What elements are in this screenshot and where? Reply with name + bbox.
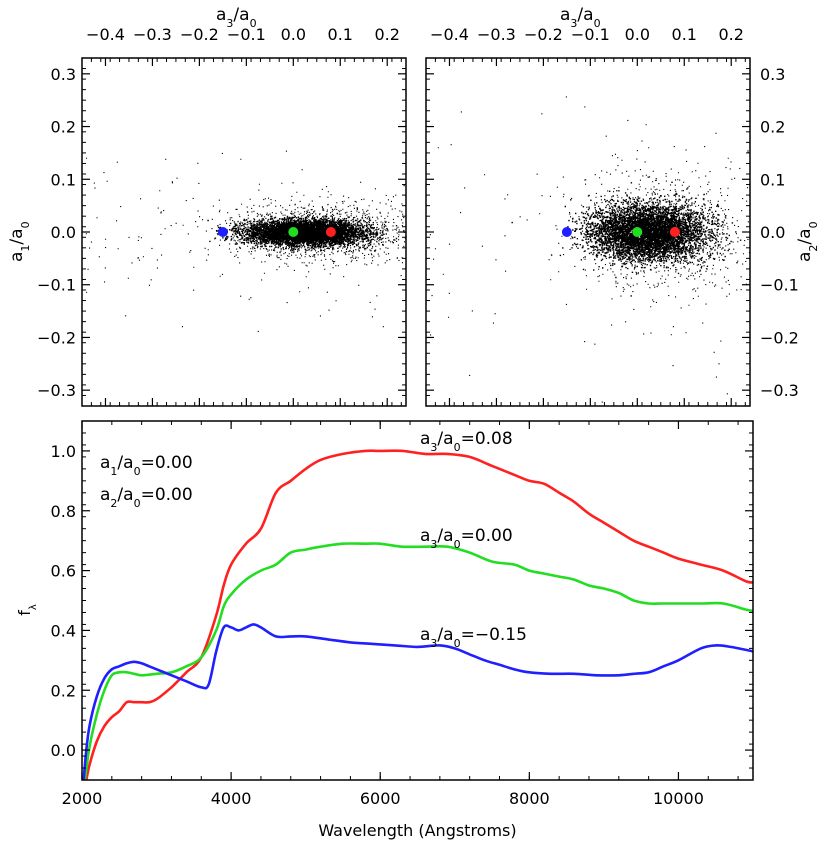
x-tick-label: −0.2: [524, 25, 563, 44]
y-tick-label: 0.1: [760, 170, 785, 189]
x-tick-label: 2000: [62, 789, 103, 808]
x-axis-label-top-right: a3/a0: [560, 5, 601, 30]
scatter-core-top-right: [511, 181, 742, 297]
highlight-point-red: [325, 227, 336, 237]
x-tick-label: −0.2: [180, 25, 219, 44]
scatter-cloud-top-left: [85, 150, 407, 332]
plot-frame-bottom: [81, 420, 754, 781]
y-tick-label: 0.1: [51, 170, 76, 189]
x-tick-label: −0.1: [571, 25, 610, 44]
y-tick-label: 0.3: [51, 65, 76, 84]
y-tick-label: −0.1: [37, 276, 76, 295]
x-tick-label: 0.0: [281, 25, 306, 44]
highlight-point-blue: [217, 227, 228, 237]
text-layer: −0.4 −0.3 −0.2 −0.1 0.0 0.1 0.2 −0.3 −0.2 −0.1 0.0…: [7, 5, 820, 840]
x-tick-label: 0.2: [374, 25, 399, 44]
y-tick-label: 1.0: [51, 442, 76, 461]
x-tick-label: 0.1: [328, 25, 353, 44]
axes-layer: [81, 57, 754, 781]
y-tick-label: 0.0: [51, 223, 76, 242]
x-axis-label: Wavelength (Angstroms): [318, 821, 516, 840]
y-tick-label: 0.2: [760, 118, 785, 137]
scatter-layer: [85, 96, 751, 403]
series-label-0: a3/a0=0.08: [420, 429, 513, 454]
x-tick-label: 0.0: [625, 25, 650, 44]
y-tick-label: 0.0: [760, 223, 785, 242]
x-tick-label: −0.1: [227, 25, 266, 44]
y-tick-label: 0.0: [51, 741, 76, 760]
fixed-param-label: a1/a0=0.00: [100, 453, 193, 478]
y-tick-label: −0.1: [760, 276, 799, 295]
y-tick-label: 0.4: [51, 621, 76, 640]
fixed-param-label: a2/a0=0.00: [100, 485, 193, 510]
y-tick-label: −0.3: [760, 381, 799, 400]
highlight-point-blue: [561, 227, 572, 237]
y-axis-label-top-right: a2/a0: [795, 221, 820, 262]
series-line-2: [82, 623, 753, 780]
x-tick-label: 4000: [211, 789, 252, 808]
series-line-0: [84, 449, 753, 780]
highlight-point-green: [288, 227, 299, 237]
x-tick-label: 0.2: [718, 25, 743, 44]
x-tick-label: −0.3: [477, 25, 516, 44]
scatter-core-top-left: [207, 207, 406, 253]
y-tick-label: −0.2: [37, 328, 76, 347]
x-tick-label: −0.4: [430, 25, 469, 44]
series-label-1: a3/a0=0.00: [420, 526, 513, 551]
x-tick-label: 8000: [509, 789, 550, 808]
y-tick-label: 0.8: [51, 502, 76, 521]
y-tick-label: −0.3: [37, 381, 76, 400]
series-label-2: a3/a0=−0.15: [420, 625, 527, 650]
highlight-point-green: [632, 227, 643, 237]
y-axis-label: fλ: [15, 604, 39, 616]
y-tick-label: 0.3: [760, 65, 785, 84]
highlight-point-red: [669, 227, 680, 237]
x-tick-label: −0.3: [133, 25, 172, 44]
x-tick-label: 0.1: [672, 25, 697, 44]
x-tick-label: 6000: [360, 789, 401, 808]
y-axis-label-top-left: a1/a0: [7, 221, 32, 262]
x-tick-label: −0.4: [86, 25, 125, 44]
y-tick-label: 0.2: [51, 681, 76, 700]
x-axis-label-top-left: a3/a0: [216, 5, 257, 30]
y-tick-label: 0.2: [51, 118, 76, 137]
series-line-1: [83, 542, 753, 780]
y-tick-label: −0.2: [760, 328, 799, 347]
y-tick-label: 0.6: [51, 562, 76, 581]
x-tick-label: 10000: [653, 789, 704, 808]
line-layer: [82, 449, 753, 780]
